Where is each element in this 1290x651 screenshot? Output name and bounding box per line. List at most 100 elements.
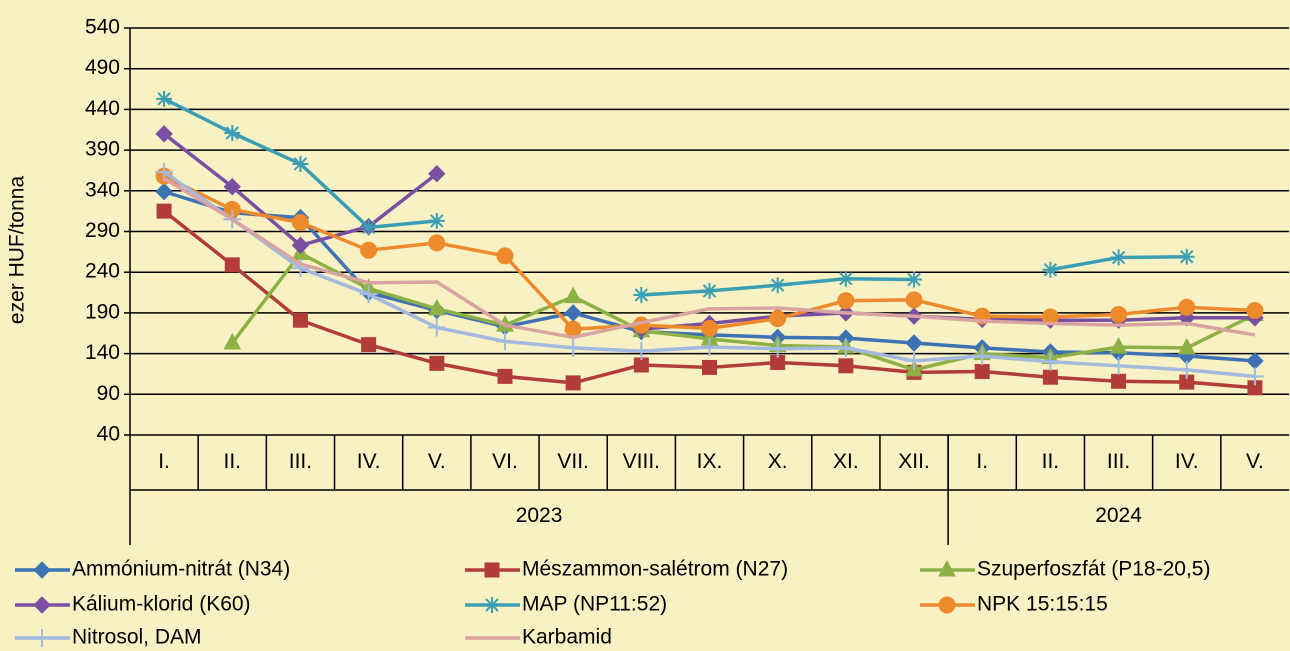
marker [632, 342, 651, 361]
legend-label: Kálium-klorid (K60) [72, 593, 251, 616]
legend-label: Mészammon-salétrom (N27) [522, 558, 788, 581]
y-tick-label: 40 [97, 423, 120, 446]
x-tick-label: II. [224, 450, 242, 473]
series [223, 243, 1264, 377]
series-line [230, 251, 1256, 372]
marker [428, 234, 446, 252]
marker [938, 559, 956, 577]
marker [1111, 373, 1127, 389]
marker [495, 332, 514, 351]
marker [359, 285, 378, 304]
x-tick-label: V. [1246, 450, 1264, 473]
marker [1041, 352, 1060, 371]
marker [1110, 249, 1127, 266]
series [163, 177, 1256, 340]
marker [156, 203, 172, 219]
marker [768, 339, 787, 358]
marker [428, 164, 446, 183]
series [155, 163, 1264, 386]
marker [1109, 356, 1128, 375]
marker [700, 338, 719, 357]
marker [1109, 337, 1128, 354]
legend-label: NPK 15:15:15 [977, 593, 1108, 616]
marker [223, 332, 242, 350]
x-tick-label: V. [428, 450, 446, 473]
x-tick-label: II. [1042, 450, 1060, 473]
marker [291, 236, 310, 255]
marker [155, 163, 174, 182]
marker [360, 241, 378, 259]
marker [429, 355, 445, 371]
series-line [163, 174, 1255, 331]
marker [1177, 337, 1196, 355]
y-tick-label: 190 [85, 300, 120, 323]
marker [564, 338, 583, 357]
marker [906, 271, 923, 288]
marker [496, 247, 514, 265]
marker [156, 90, 173, 107]
series-line [163, 177, 1256, 340]
marker [224, 125, 241, 142]
series [155, 167, 1264, 338]
legend-label: MAP (NP11:52) [522, 593, 667, 616]
series-line [163, 97, 1187, 297]
marker [1246, 301, 1264, 319]
x-tick-label: IX. [697, 450, 723, 473]
marker [1245, 367, 1264, 386]
marker [33, 629, 51, 647]
x-tick-label: X. [768, 450, 788, 473]
marker [837, 270, 854, 287]
marker [292, 312, 308, 328]
marker [1177, 360, 1196, 379]
y-tick-label: 340 [85, 178, 120, 201]
x-tick-label: XI. [833, 450, 859, 473]
marker [224, 257, 240, 273]
x-tick-label: III. [289, 450, 312, 473]
x-tick-label: IV. [357, 450, 381, 473]
legend-label: Ammónium-nitrát (N34) [72, 558, 290, 581]
x-tick-label: VI. [492, 450, 518, 473]
marker [564, 286, 582, 304]
marker [1246, 352, 1264, 370]
marker [905, 334, 923, 352]
y-tick-label: 390 [85, 138, 120, 161]
marker [360, 219, 377, 236]
legend-label: Nitrosol, DAM [72, 626, 202, 649]
marker [497, 368, 513, 384]
marker [837, 292, 855, 310]
x-tick-label: IV. [1175, 450, 1199, 473]
y-axis-label: ezer HUF/tonna [6, 176, 29, 325]
marker [1178, 248, 1195, 265]
marker [427, 318, 446, 337]
marker [905, 351, 924, 370]
x-tick-label: VII. [557, 450, 589, 473]
marker [838, 358, 854, 374]
marker [769, 277, 786, 294]
x-tick-label: I. [158, 450, 170, 473]
marker [974, 364, 990, 380]
marker [702, 359, 717, 375]
y-tick-label: 240 [85, 260, 120, 283]
marker [155, 182, 173, 201]
marker [1178, 298, 1196, 316]
marker [1042, 369, 1058, 385]
marker [565, 375, 581, 391]
legend-label: Szuperfoszfát (P18-20,5) [977, 558, 1210, 581]
marker [33, 561, 51, 579]
marker [361, 337, 377, 353]
series [156, 90, 1195, 303]
y-tick-label: 140 [85, 341, 120, 364]
marker [223, 178, 241, 196]
y-tick-label: 290 [85, 219, 120, 242]
x-tick-label: VIII. [623, 450, 660, 473]
y-tick-label: 90 [97, 382, 120, 405]
legend-label: Karbamid [522, 626, 612, 649]
marker [905, 291, 923, 309]
y-tick-label: 540 [85, 16, 120, 39]
marker [938, 596, 956, 614]
marker [701, 282, 718, 299]
marker [484, 562, 500, 578]
marker [427, 298, 446, 316]
marker [33, 596, 51, 614]
